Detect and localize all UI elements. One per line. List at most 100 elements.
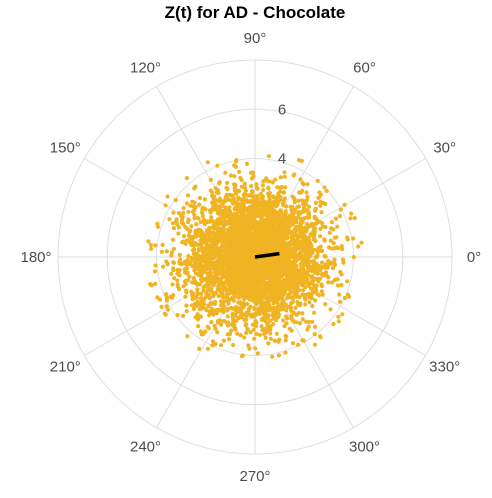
data-point bbox=[241, 211, 246, 216]
data-point bbox=[206, 282, 211, 287]
data-point bbox=[165, 307, 171, 312]
data-point bbox=[320, 292, 325, 297]
data-point bbox=[275, 300, 280, 305]
data-point bbox=[311, 227, 316, 232]
data-point bbox=[255, 197, 260, 202]
data-point bbox=[256, 308, 261, 313]
data-point bbox=[153, 243, 158, 248]
data-point bbox=[283, 211, 288, 216]
data-point bbox=[308, 253, 313, 258]
data-point bbox=[260, 197, 265, 202]
data-point bbox=[223, 170, 228, 175]
data-point bbox=[246, 242, 251, 247]
data-point bbox=[278, 175, 283, 180]
data-point bbox=[239, 220, 244, 225]
data-point bbox=[153, 281, 158, 286]
data-point bbox=[246, 280, 251, 285]
data-point bbox=[270, 354, 275, 359]
data-point bbox=[195, 242, 200, 247]
data-point bbox=[274, 214, 280, 219]
data-point bbox=[296, 198, 301, 203]
data-point bbox=[288, 230, 293, 235]
data-point bbox=[229, 278, 234, 283]
data-point bbox=[193, 234, 199, 239]
data-point bbox=[187, 229, 192, 234]
data-point bbox=[202, 234, 207, 239]
data-point bbox=[215, 188, 220, 193]
data-point bbox=[224, 238, 229, 243]
data-point bbox=[266, 191, 271, 196]
data-point bbox=[237, 169, 242, 174]
data-point bbox=[234, 309, 239, 314]
data-point bbox=[171, 210, 176, 215]
data-point bbox=[255, 290, 260, 295]
data-point bbox=[305, 215, 310, 220]
data-point bbox=[186, 233, 191, 238]
data-point bbox=[171, 266, 176, 271]
data-point bbox=[335, 277, 340, 282]
data-point bbox=[263, 275, 268, 280]
data-point bbox=[213, 299, 218, 304]
data-point bbox=[200, 231, 205, 236]
data-point bbox=[300, 198, 305, 203]
data-point bbox=[283, 271, 288, 276]
data-point bbox=[281, 298, 286, 303]
data-point bbox=[297, 254, 303, 259]
data-point bbox=[229, 287, 234, 293]
data-point bbox=[263, 292, 268, 297]
data-point bbox=[252, 336, 257, 341]
data-point bbox=[317, 264, 322, 269]
angular-tick-label: 150° bbox=[50, 140, 81, 157]
data-point bbox=[326, 259, 331, 264]
data-point bbox=[225, 320, 230, 325]
data-point bbox=[356, 244, 361, 249]
data-point bbox=[284, 258, 289, 263]
data-point bbox=[257, 266, 262, 271]
data-point bbox=[281, 266, 286, 271]
data-point bbox=[195, 287, 200, 292]
data-point bbox=[301, 288, 306, 293]
data-point bbox=[270, 180, 275, 185]
data-point bbox=[241, 278, 246, 283]
data-point bbox=[275, 310, 281, 315]
data-point bbox=[290, 299, 295, 304]
data-point bbox=[262, 243, 267, 248]
data-point bbox=[231, 342, 236, 348]
data-point bbox=[205, 272, 211, 277]
data-point bbox=[197, 202, 202, 207]
data-point bbox=[244, 293, 249, 298]
data-point bbox=[185, 220, 191, 225]
data-point bbox=[229, 273, 234, 278]
data-point bbox=[295, 294, 300, 299]
data-point bbox=[284, 236, 290, 241]
angular-tick-label: 270° bbox=[239, 468, 270, 485]
data-point bbox=[155, 224, 161, 229]
data-point bbox=[191, 306, 196, 312]
data-point bbox=[252, 294, 257, 299]
data-point bbox=[218, 289, 223, 294]
data-point bbox=[197, 307, 202, 312]
data-point bbox=[269, 292, 275, 297]
data-point bbox=[194, 281, 200, 286]
data-point bbox=[282, 280, 287, 285]
data-point bbox=[280, 229, 285, 234]
data-point bbox=[272, 265, 277, 271]
data-point bbox=[266, 186, 271, 191]
data-point bbox=[219, 307, 225, 312]
data-point bbox=[289, 316, 294, 321]
data-point bbox=[337, 213, 343, 219]
data-point bbox=[281, 203, 286, 208]
data-point bbox=[298, 177, 303, 182]
data-point bbox=[163, 203, 168, 208]
data-point bbox=[251, 276, 256, 281]
data-point bbox=[236, 260, 241, 265]
data-point bbox=[304, 256, 309, 261]
data-point bbox=[225, 314, 230, 319]
data-point bbox=[313, 285, 318, 290]
data-point bbox=[268, 240, 273, 245]
data-point bbox=[276, 287, 281, 292]
data-point bbox=[290, 341, 296, 346]
radial-tick-label: 4 bbox=[278, 151, 286, 168]
data-point bbox=[312, 221, 318, 227]
data-point bbox=[204, 252, 209, 257]
